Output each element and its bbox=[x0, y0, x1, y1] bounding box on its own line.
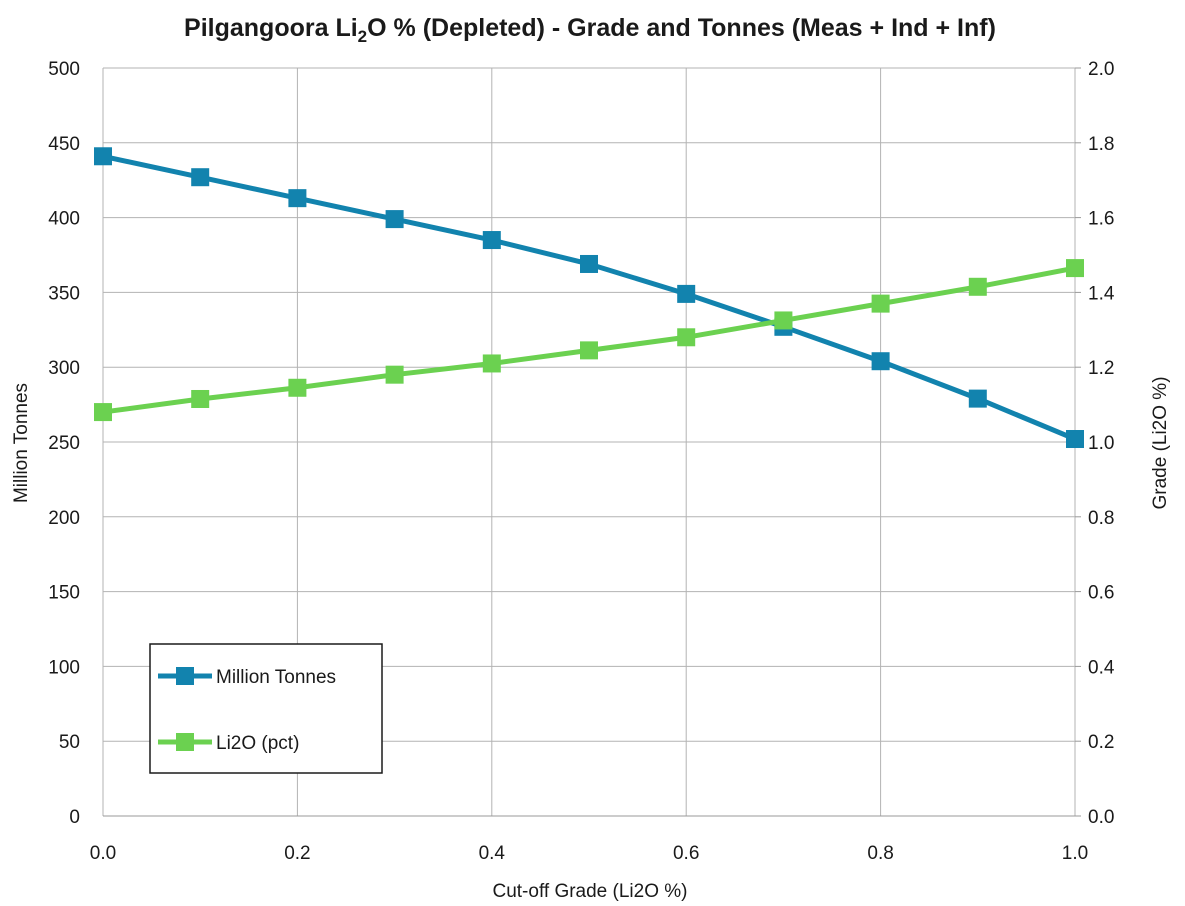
data-point-marker bbox=[385, 210, 404, 229]
y-right-tick-label: 1.4 bbox=[1088, 283, 1115, 304]
x-tick-label: 0.6 bbox=[673, 843, 699, 864]
series-li2o bbox=[94, 259, 1084, 422]
chart-title: Pilgangoora Li2O % (Depleted) - Grade an… bbox=[184, 14, 996, 46]
legend-li2o-marker bbox=[176, 733, 194, 751]
x-axis-label: Cut-off Grade (Li2O %) bbox=[492, 881, 687, 902]
y-left-tick-label: 100 bbox=[48, 657, 80, 678]
data-point-marker bbox=[94, 147, 112, 166]
x-axis-ticks: 0.0 0.2 0.4 0.6 0.8 1.0 bbox=[90, 843, 1088, 864]
y-left-tick-label: 200 bbox=[48, 508, 80, 529]
data-point-marker bbox=[385, 365, 404, 384]
y-left-tick-label: 500 bbox=[48, 59, 80, 80]
y-right-tick-label: 0.2 bbox=[1088, 732, 1114, 753]
data-point-marker bbox=[871, 352, 890, 371]
x-tick-label: 0.0 bbox=[90, 843, 116, 864]
y-right-tick-label: 0.0 bbox=[1088, 807, 1114, 828]
y-right-tick-label: 1.6 bbox=[1088, 209, 1114, 230]
legend-tonnes-label: Million Tonnes bbox=[216, 667, 336, 688]
series-million-tonnes bbox=[94, 147, 1084, 449]
y-left-tick-label: 350 bbox=[48, 283, 80, 304]
x-tick-label: 0.4 bbox=[479, 843, 506, 864]
data-point-marker bbox=[968, 389, 987, 408]
data-point-marker bbox=[580, 254, 598, 273]
x-tick-label: 1.0 bbox=[1062, 843, 1088, 864]
y-left-tick-label: 250 bbox=[48, 433, 80, 454]
data-point-marker bbox=[1066, 259, 1084, 278]
y-right-tick-label: 0.4 bbox=[1088, 657, 1115, 678]
data-point-marker bbox=[288, 378, 307, 397]
legend-box bbox=[149, 643, 383, 774]
legend-li2o-label: Li2O (pct) bbox=[216, 733, 299, 754]
data-point-marker bbox=[871, 294, 890, 313]
data-point-marker bbox=[288, 189, 307, 208]
data-point-marker bbox=[482, 231, 501, 250]
y-axis-left-label: Million Tonnes bbox=[11, 383, 32, 503]
data-point-marker bbox=[580, 341, 598, 360]
y-left-tick-label: 0 bbox=[69, 807, 80, 828]
y-right-tick-label: 1.8 bbox=[1088, 134, 1114, 155]
left-axis-ticks: 0 50 100 150 200 250 300 350 400 450 500 bbox=[48, 59, 80, 828]
y-right-tick-label: 0.6 bbox=[1088, 583, 1114, 604]
x-tick-label: 0.8 bbox=[867, 843, 893, 864]
y-right-tick-label: 0.8 bbox=[1088, 508, 1114, 529]
y-axis-right-label: Grade (Li2O %) bbox=[1150, 376, 1171, 509]
y-right-tick-label: 2.0 bbox=[1088, 59, 1114, 80]
legend-tonnes-marker bbox=[176, 667, 194, 685]
y-left-tick-label: 450 bbox=[48, 134, 80, 155]
y-right-tick-label: 1.0 bbox=[1088, 433, 1114, 454]
y-left-tick-label: 300 bbox=[48, 358, 80, 379]
series-layer bbox=[94, 147, 1084, 449]
x-tick-label: 0.2 bbox=[284, 843, 310, 864]
y-left-tick-label: 150 bbox=[48, 583, 80, 604]
data-point-marker bbox=[677, 284, 696, 303]
data-point-marker bbox=[968, 277, 987, 296]
data-point-marker bbox=[94, 403, 112, 422]
series-line bbox=[102, 265, 1076, 415]
data-point-marker bbox=[677, 328, 696, 347]
data-point-marker bbox=[191, 389, 210, 408]
data-point-marker bbox=[1066, 430, 1084, 449]
data-point-marker bbox=[482, 354, 501, 373]
right-axis-ticks: 0.0 0.2 0.4 0.6 0.8 1.0 1.2 1.4 1.6 1.8 2.0 bbox=[1075, 59, 1115, 828]
y-left-tick-label: 400 bbox=[48, 209, 80, 230]
y-right-tick-label: 1.2 bbox=[1088, 358, 1114, 379]
data-point-marker bbox=[774, 311, 793, 330]
data-point-marker bbox=[191, 168, 210, 187]
legend: Million Tonnes Li2O (pct) bbox=[149, 643, 383, 774]
y-left-tick-label: 50 bbox=[59, 732, 80, 753]
